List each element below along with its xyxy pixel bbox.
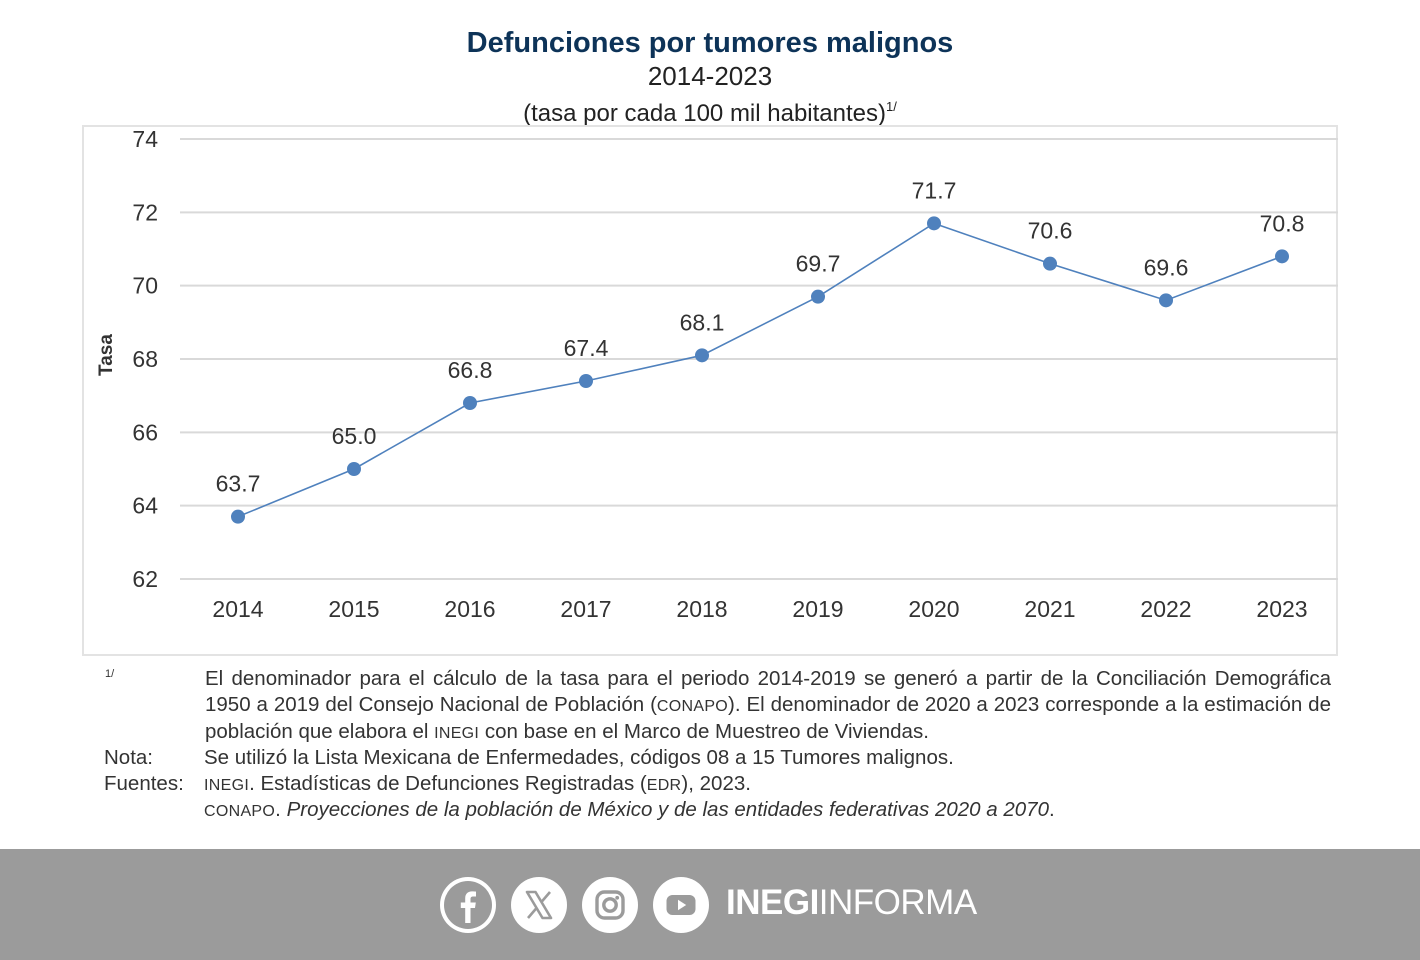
data-label-2021: 70.6 [1028,218,1073,244]
data-label-2018: 68.1 [680,309,725,335]
x-tick-label-2014: 2014 [212,596,263,622]
brand-bold: INEGI [726,883,819,922]
fuente-conapo-text-b: . [1048,798,1055,821]
fuentes-label: Fuentes: [104,772,184,795]
y-axis-title: Tasa [96,334,117,376]
footer-bar: INEGIINFORMA [0,849,1420,960]
fuente-conapo: CONAPO. Proyecciones de la población de … [204,797,1055,825]
data-point-2021 [1043,256,1057,271]
y-tick-label-70: 70 [132,273,158,299]
x-tick-label-2015: 2015 [328,596,379,622]
data-point-2017 [579,374,593,388]
x-tick-label-2017: 2017 [560,596,611,622]
y-tick-label-68: 68 [132,346,158,372]
nota-text: Se utilizó la Lista Mexicana de Enfermed… [204,746,954,769]
youtube-icon[interactable] [653,877,709,933]
footnote-part1: El denominador para el cálculo de la tas… [205,667,1331,716]
chart-period: 2014-2023 [647,61,773,91]
fuente-conapo-text-a: . [275,798,287,821]
x-tick-label-2016: 2016 [444,596,495,622]
nota-label: Nota: [104,746,153,769]
data-label-2023: 70.8 [1260,210,1305,236]
fuente-inegi: INEGI. Estadísticas de Defunciones Regis… [204,771,751,799]
data-point-2018 [695,348,709,363]
chart-frame [82,125,1338,656]
footnote-mark: 1/ [105,668,115,680]
data-point-2019 [811,289,825,304]
x-icon[interactable] [511,877,567,933]
data-label-2015: 65.0 [332,423,377,449]
y-tick-label-72: 72 [132,199,158,225]
x-tick-label-2022: 2022 [1140,596,1191,622]
data-point-2022 [1159,293,1173,308]
data-point-2023 [1275,249,1289,264]
chart-unit: (tasa por cada 100 mil habitantes)1/ [0,92,1420,129]
fuente-inegi-text-b: ), 2023. [681,772,751,795]
data-label-2014: 63.7 [216,471,261,497]
x-tick-label-2020: 2020 [908,596,959,622]
line-chart: 62 64 66 68 70 72 74 Tasa 2014 2015 2016 2017 2018 20… [96,126,1338,622]
fuente-inegi-abbr: EDR [646,777,682,794]
data-point-2014 [231,509,245,524]
y-tick-label-66: 66 [132,419,158,445]
y-tick-label-62: 62 [132,566,158,592]
y-tick-label-64: 64 [132,493,158,519]
y-tick-label-74: 74 [132,126,158,152]
x-tick-label-2019: 2019 [792,596,843,622]
data-label-2022: 69.6 [1144,254,1189,280]
instagram-icon[interactable] [582,877,638,933]
data-point-2020 [927,216,941,231]
data-label-2016: 66.8 [448,357,493,383]
footnote-part2: ). El denominador de 2020 a 2023 corresp… [205,692,1331,744]
data-label-2020: 71.7 [912,177,957,203]
inegi-informa-brand[interactable]: INEGIINFORMA [726,883,977,923]
x-tick-label-2018: 2018 [676,596,727,622]
chart-title: Defunciones por tumores malignos [466,27,954,59]
chart-unit-text: (tasa por cada 100 mil habitantes) [523,100,887,127]
unit-footnote-mark: 1/ [886,99,897,114]
data-point-2016 [463,396,477,410]
fuente-inegi-text-a: . Estadísticas de Defunciones Registrada… [249,772,647,795]
footnote-part3: con base en el Marco de Muestreo de Vivi… [479,720,929,743]
chart-header: Defunciones por tumores malignos 2014-20… [0,26,1420,129]
brand-light: INFORMA [818,883,977,922]
fuente-conapo-title: Proyecciones de la población de México y… [286,798,1049,821]
data-point-2015 [347,462,361,476]
x-tick-label-2021: 2021 [1024,596,1075,622]
x-tick-label-2023: 2023 [1256,596,1307,622]
data-label-2017: 67.4 [564,335,609,361]
footnote-text: El denominador para el cálculo de la tas… [205,666,1331,747]
series-line [237,222,1283,518]
fuente-inegi-org: INEGI [204,777,250,794]
footnote-org-conapo: CONAPO [656,697,729,715]
data-label-2019: 69.7 [796,251,841,277]
footnote-org-inegi: INEGI [434,725,480,742]
facebook-icon[interactable] [440,877,496,933]
fuente-conapo-org: CONAPO [204,803,276,820]
